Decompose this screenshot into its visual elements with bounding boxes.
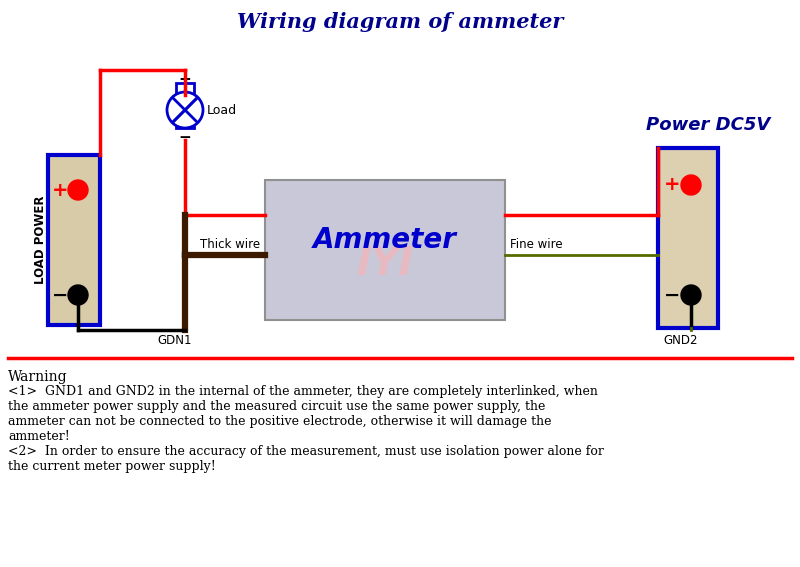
Circle shape bbox=[681, 285, 701, 305]
Text: Warning: Warning bbox=[8, 370, 68, 384]
Circle shape bbox=[68, 285, 88, 305]
Text: <2>  In order to ensure the accuracy of the measurement, must use isolation powe: <2> In order to ensure the accuracy of t… bbox=[8, 445, 604, 458]
Text: the ammeter power supply and the measured circuit use the same power supply, the: the ammeter power supply and the measure… bbox=[8, 400, 546, 413]
Text: +: + bbox=[178, 73, 191, 87]
Text: <1>  GND1 and GND2 in the internal of the ammeter, they are completely interlink: <1> GND1 and GND2 in the internal of the… bbox=[8, 385, 598, 398]
Text: ammeter!: ammeter! bbox=[8, 430, 70, 443]
Text: the current meter power supply!: the current meter power supply! bbox=[8, 460, 216, 473]
Text: Fine wire: Fine wire bbox=[510, 238, 562, 251]
Bar bbox=[265, 180, 505, 320]
Bar bbox=[48, 155, 100, 325]
Bar bbox=[658, 148, 718, 328]
Text: +: + bbox=[52, 180, 68, 200]
Text: IYI: IYI bbox=[357, 245, 414, 283]
Text: +: + bbox=[664, 176, 680, 194]
Text: −: − bbox=[664, 286, 680, 304]
Text: ammeter can not be connected to the positive electrode, otherwise it will damage: ammeter can not be connected to the posi… bbox=[8, 415, 551, 428]
Text: Power DC5V: Power DC5V bbox=[646, 116, 770, 134]
Circle shape bbox=[167, 92, 203, 128]
Text: Thick wire: Thick wire bbox=[200, 238, 260, 251]
Text: Load: Load bbox=[207, 104, 237, 116]
Text: −: − bbox=[52, 286, 68, 304]
Text: LOAD POWER: LOAD POWER bbox=[34, 196, 46, 284]
Bar bbox=[176, 83, 194, 95]
Text: −: − bbox=[178, 130, 191, 146]
Text: Ammeter: Ammeter bbox=[313, 226, 457, 254]
Text: Wiring diagram of ammeter: Wiring diagram of ammeter bbox=[237, 12, 563, 32]
Circle shape bbox=[681, 175, 701, 195]
Circle shape bbox=[68, 180, 88, 200]
Bar bbox=[176, 116, 194, 128]
Text: GDN1: GDN1 bbox=[158, 334, 192, 347]
Text: GND2: GND2 bbox=[664, 334, 698, 347]
